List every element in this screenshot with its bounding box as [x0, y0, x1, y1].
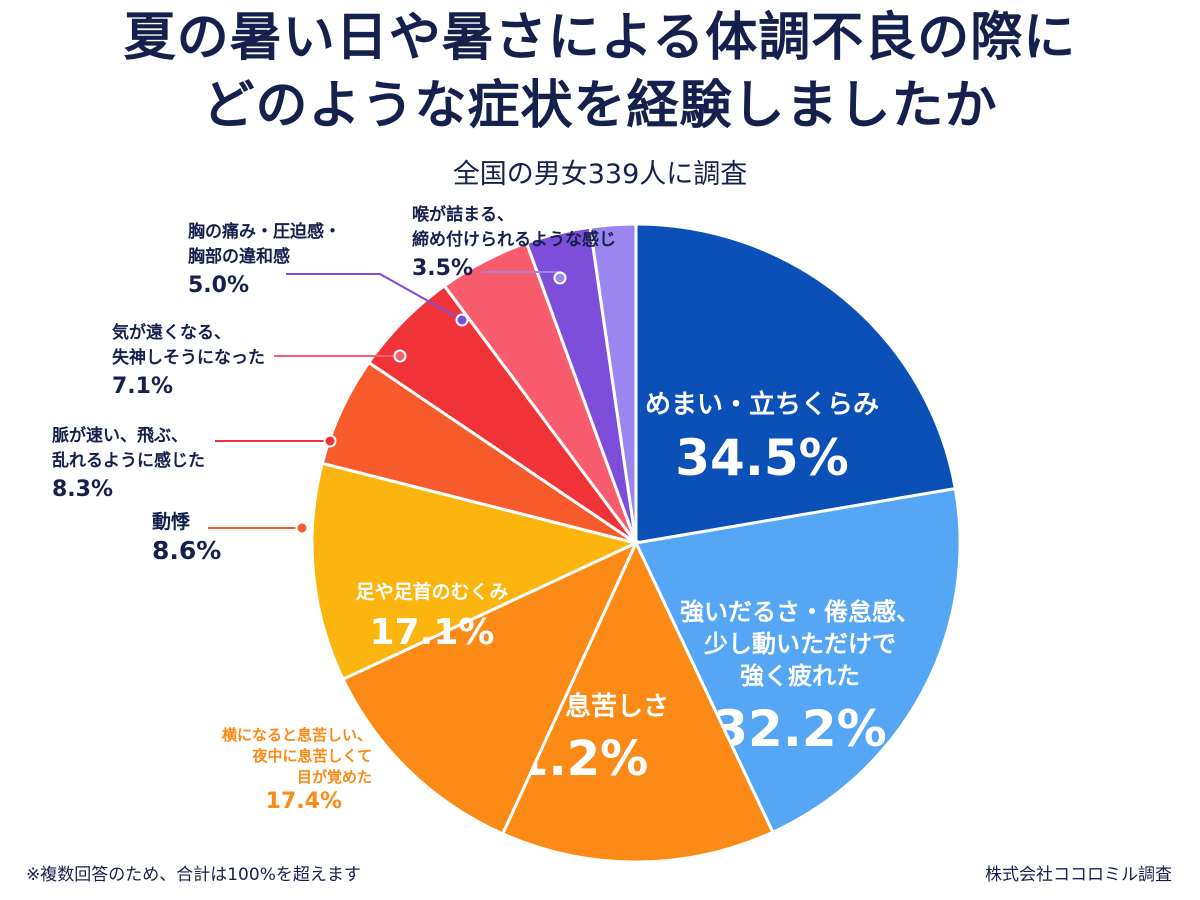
pie-slice-9 — [588, 222, 638, 544]
callout-label-line: 目が覚めた — [297, 768, 372, 786]
callout-label-7: 気が遠くなる、失神しそうになった 7.1% — [111, 322, 265, 399]
callout-value-label: 8.3% — [52, 477, 113, 502]
slice-label-line: 強いだるさ・倦怠感、 — [680, 598, 920, 626]
chart-title-line1: 夏の暑い日や暑さによる体調不良の際に — [123, 8, 1077, 68]
callout-label-line: 喉が詰まる、 — [412, 204, 514, 225]
callout-label-8: 胸の痛み・圧迫感・胸部の違和感 5.0% — [188, 221, 341, 298]
callout-value-label: 8.6% — [152, 536, 221, 565]
callout-label-line: 横になると息苦しい、 — [222, 726, 372, 744]
chart-title-line2: どのような症状を経験しましたか — [202, 76, 998, 136]
leader-dot-6 — [323, 434, 337, 448]
slice-value-label: 34.5% — [675, 429, 848, 487]
callout-value-label: 5.0% — [188, 273, 249, 298]
callout-label-line: 夜中に息苦しくて — [251, 747, 372, 765]
slice-label-line: 強く疲れた — [740, 662, 860, 690]
callout-label-line: 胸部の違和感 — [188, 246, 290, 267]
callout-label-line: 失神しそうになった — [112, 347, 265, 368]
callout-value-label: 17.4% — [266, 789, 342, 814]
leader-dot-7 — [393, 349, 407, 363]
leader-dot-8 — [455, 313, 469, 327]
slice-label-line: 少し動いただけで — [703, 630, 896, 658]
callout-label-line: 乱れるように感じた — [52, 450, 205, 471]
pie-slice-2 — [500, 539, 775, 864]
survey-credit: 株式会社ココロミル調査 — [985, 865, 1172, 885]
callout-value-label: 7.1% — [112, 374, 173, 399]
callout-label-line: 気が遠くなる、 — [111, 322, 231, 343]
callout-label-line: 締め付けられるような感じ — [412, 229, 616, 250]
slice-value-label: 32.2% — [713, 700, 886, 758]
callout-label-line: 胸の痛み・圧迫感・ — [188, 221, 341, 242]
callout-label-6: 脈が速い、飛ぶ、乱れるように感じた 8.3% — [52, 425, 205, 502]
callout-value-label: 3.5% — [412, 256, 473, 281]
slice-label-4: 足や足首のむくみ 17.1% — [356, 580, 509, 653]
pie-slice-3 — [340, 539, 640, 836]
callout-label-9: 喉が詰まる、締め付けられるような感じ 3.5% — [412, 204, 616, 281]
pie-slice-4 — [310, 461, 641, 682]
callout-label-line: 動悸 — [152, 511, 191, 533]
leader-dot-5 — [295, 521, 309, 535]
footnote: ※複数回答のため、合計は100%を超えます — [26, 865, 361, 885]
callout-label-5: 動悸 8.6% — [152, 511, 221, 565]
slice-label-line: 足や足首のむくみ — [356, 580, 509, 603]
pie-slice-1 — [633, 486, 962, 835]
pie-slice-0 — [634, 222, 958, 545]
leader-line-8 — [286, 273, 463, 321]
slice-label-0: めまい・立ちくらみ 34.5% — [645, 389, 879, 487]
leader-dot-9 — [553, 271, 567, 285]
slice-value-label: 17.1% — [370, 612, 495, 653]
chart-subtitle: 全国の男女339人に調査 — [452, 159, 748, 190]
slice-label-line: めまい・立ちくらみ — [645, 389, 879, 420]
callout-label-line: 脈が速い、飛ぶ、 — [52, 425, 188, 446]
